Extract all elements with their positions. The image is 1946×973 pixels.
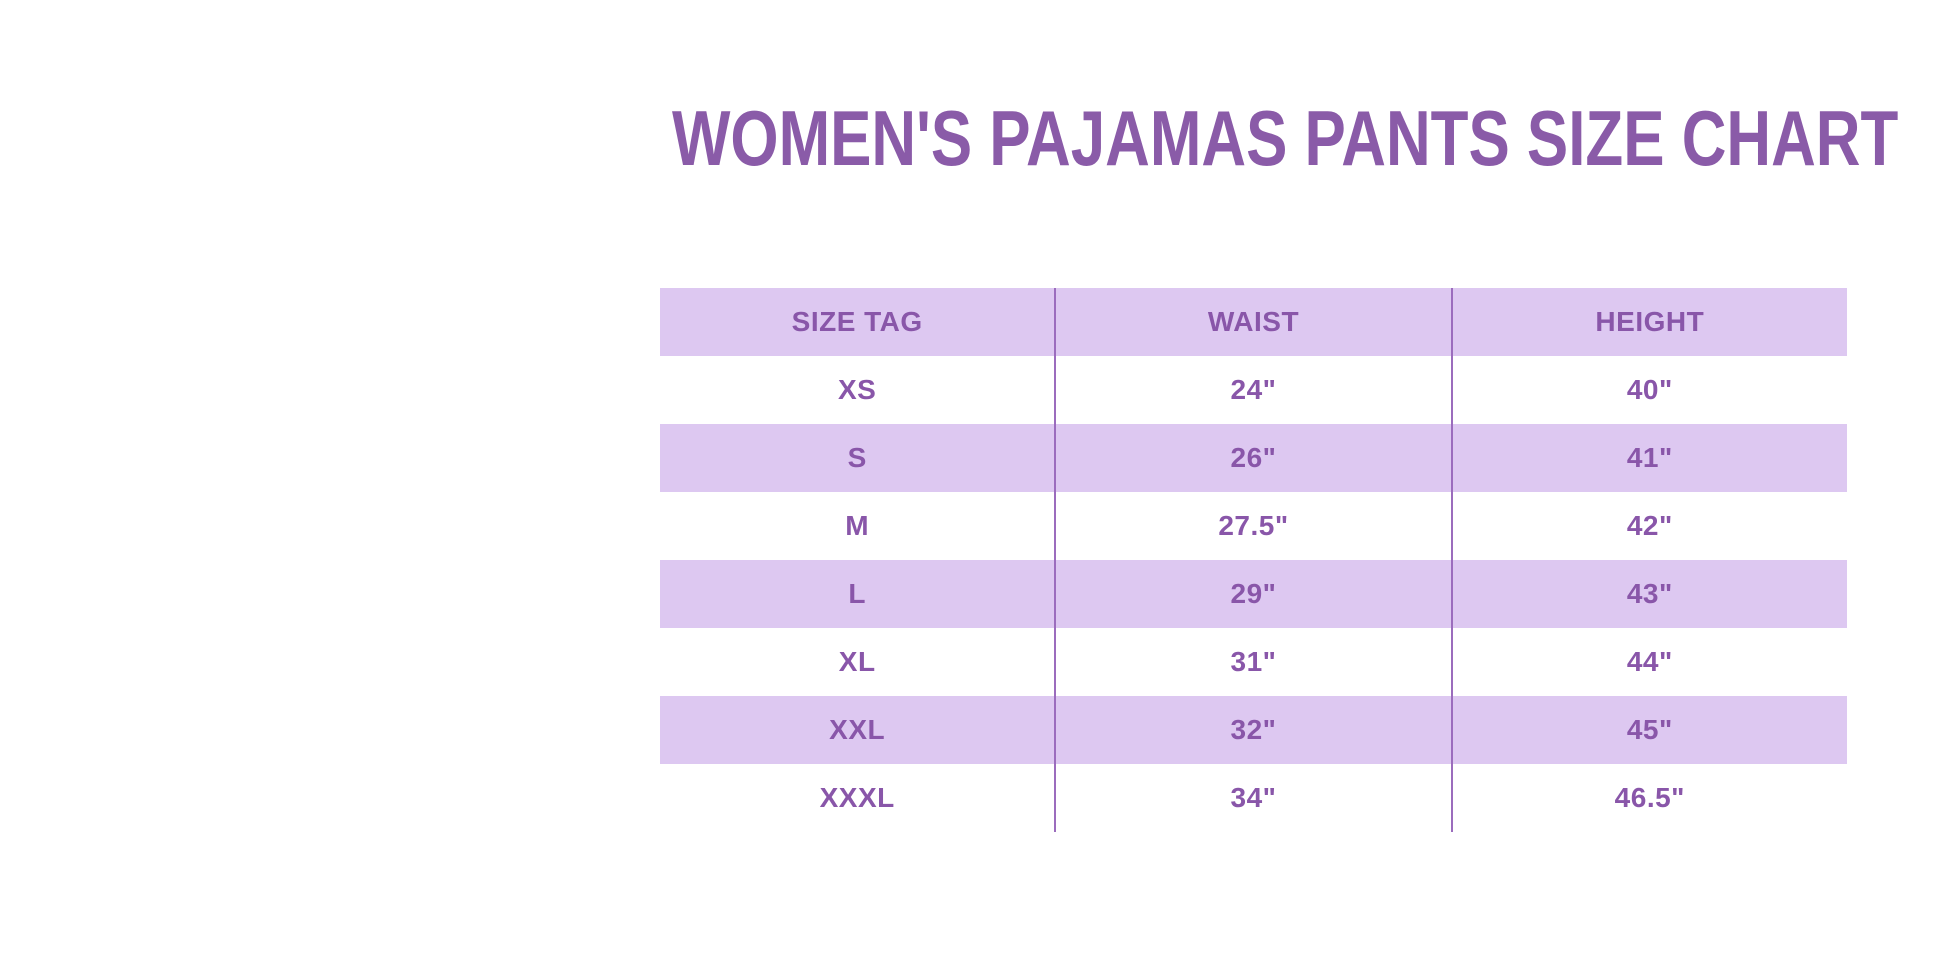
page-title: WOMEN'S PAJAMAS PANTS SIZE CHART	[672, 94, 1899, 182]
height-cell: 41"	[1450, 424, 1847, 492]
table-row-xs: XS 24" 40"	[660, 356, 1847, 424]
waist-cell: 34"	[1054, 764, 1450, 832]
size-chart-table: SIZE TAG WAIST HEIGHT XS 24" 40" S 26" 4…	[660, 288, 1847, 832]
size-tag-cell: XL	[838, 646, 876, 677]
table-row-xxxl: XXXL 34" 46.5"	[660, 764, 1847, 832]
height-cell: 40"	[1450, 356, 1847, 424]
size-tag-cell: XXL	[829, 714, 886, 745]
height-cell: 42"	[1450, 492, 1847, 560]
size-tag-cell: L	[848, 578, 866, 609]
table-row-s: S 26" 41"	[660, 424, 1847, 492]
waist-cell: 29"	[1054, 560, 1450, 628]
column-header-height: HEIGHT	[1450, 288, 1847, 356]
waist-cell: 24"	[1054, 356, 1450, 424]
column-header-size-tag: SIZE TAG	[791, 306, 923, 337]
waist-cell: 32"	[1054, 696, 1450, 764]
size-tag-cell: XXXL	[819, 782, 895, 813]
waist-cell: 31"	[1054, 628, 1450, 696]
size-tag-cell: S	[847, 442, 867, 473]
size-tag-cell: M	[845, 510, 870, 541]
table-row-l: L 29" 43"	[660, 560, 1847, 628]
waist-cell: 27.5"	[1054, 492, 1450, 560]
height-cell: 46.5"	[1450, 764, 1847, 832]
height-cell: 45"	[1450, 696, 1847, 764]
waist-cell: 26"	[1054, 424, 1450, 492]
height-cell: 43"	[1450, 560, 1847, 628]
table-row-xxl: XXL 32" 45"	[660, 696, 1847, 764]
table-header-row: SIZE TAG WAIST HEIGHT	[660, 288, 1847, 356]
column-header-waist: WAIST	[1054, 288, 1450, 356]
height-cell: 44"	[1450, 628, 1847, 696]
table-row-m: M 27.5" 42"	[660, 492, 1847, 560]
table-row-xl: XL 31" 44"	[660, 628, 1847, 696]
size-tag-cell: XS	[837, 374, 877, 405]
